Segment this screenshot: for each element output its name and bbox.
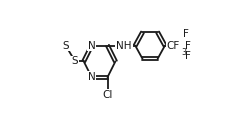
Text: N: N xyxy=(88,72,95,82)
Text: S: S xyxy=(62,41,69,51)
Text: 3: 3 xyxy=(182,48,186,57)
Text: CF: CF xyxy=(167,41,180,51)
Text: F: F xyxy=(185,51,191,61)
Text: F: F xyxy=(183,29,189,39)
Text: S: S xyxy=(72,56,78,66)
Text: Cl: Cl xyxy=(102,90,113,100)
Text: N: N xyxy=(88,41,95,51)
Text: NH: NH xyxy=(116,41,132,51)
Text: F: F xyxy=(185,41,191,51)
